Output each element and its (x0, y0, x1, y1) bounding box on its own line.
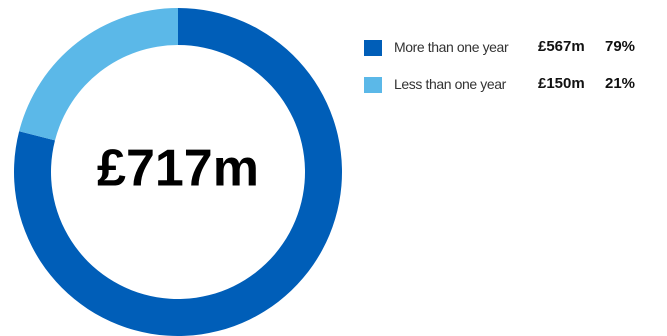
legend-label: More than one year (394, 39, 509, 55)
legend-label: Less than one year (394, 76, 506, 92)
donut-chart: £717m (13, 8, 342, 336)
center-total-label: £717m (97, 140, 259, 198)
donut-slice-less-than-one-year (19, 8, 179, 141)
legend-swatch (364, 77, 382, 93)
legend-value: £150m (538, 75, 585, 92)
legend-swatch (364, 40, 382, 56)
legend-percent: 79% (605, 38, 636, 55)
legend-value: £567m (538, 38, 585, 55)
legend-percent: 21% (605, 75, 636, 92)
